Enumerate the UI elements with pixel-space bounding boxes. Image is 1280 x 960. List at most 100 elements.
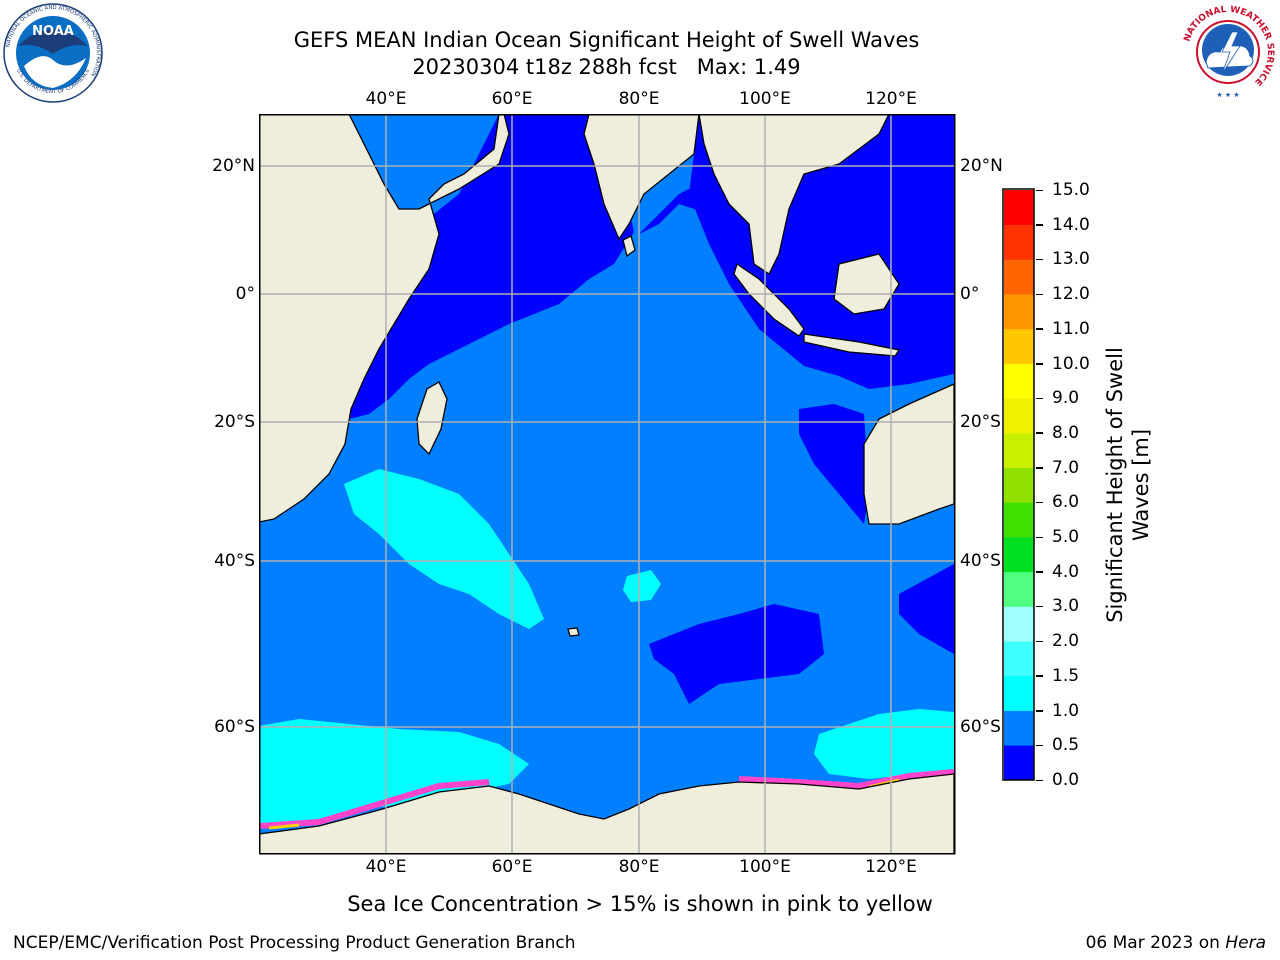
- land-madagascar: [416, 381, 448, 456]
- colorbar-segment: [1004, 606, 1034, 642]
- colorbar-segment: [1004, 641, 1034, 677]
- swell-low-southeast: [899, 564, 954, 654]
- colorbar-segment: [1004, 259, 1034, 295]
- colorbar-segment: [1004, 190, 1034, 226]
- colorbar-segment: [1004, 398, 1034, 434]
- noaa-wordmark: NOAA: [32, 24, 74, 39]
- page-subtitle: 20230304 t18z 288h fcst Max: 1.49: [412, 55, 801, 79]
- lat-label-left-20s: 20°S: [214, 412, 255, 432]
- colorbar-segment: [1004, 537, 1034, 573]
- swell-mid-patch-west: [344, 469, 544, 629]
- colorbar-tick-mark: [1036, 571, 1043, 573]
- page-title: GEFS MEAN Indian Ocean Significant Heigh…: [293, 28, 920, 52]
- land-kerguelen: [567, 627, 580, 637]
- swell-low-arabian-sea: [299, 114, 634, 424]
- footer-date: 06 Mar 2023 on Hera: [1086, 932, 1266, 954]
- land-sri-lanka: [622, 235, 636, 258]
- colorbar-tick-mark: [1036, 467, 1043, 469]
- colorbar-tick-label: 10.0: [1052, 353, 1090, 374]
- colorbar-tick-mark: [1036, 501, 1043, 504]
- footer-branch: NCEP/EMC/Verification Post Processing Pr…: [13, 933, 576, 953]
- colorbar-tick-label: 1.0: [1052, 700, 1080, 721]
- colorbar-segment: [1004, 467, 1034, 503]
- colorbar-tick-mark: [1036, 224, 1043, 226]
- lat-label-right-60s: 60°S: [960, 717, 1001, 737]
- swell-low-southern-patch: [649, 604, 824, 704]
- lon-label-top-100e: 100°E: [739, 89, 791, 109]
- lon-label-top-80e: 80°E: [618, 89, 660, 109]
- colorbar-tick-mark: [1036, 189, 1043, 191]
- colorbar-tick-label: 8.0: [1052, 422, 1080, 443]
- colorbar-segment: [1004, 710, 1034, 746]
- swell-low-west-australia: [799, 404, 869, 524]
- colorbar-segment: [1004, 745, 1034, 781]
- colorbar-tick-mark: [1036, 675, 1043, 677]
- colorbar-segment: [1004, 224, 1034, 260]
- map-frame: [259, 114, 956, 855]
- colorbar-segment: [1004, 571, 1034, 607]
- lon-label-top-40e: 40°E: [365, 89, 407, 109]
- land-india: [583, 114, 700, 241]
- colorbar-tick-label: 12.0: [1052, 284, 1090, 305]
- lon-label-top-120e: 120°E: [865, 89, 917, 109]
- colorbar-tick-mark: [1036, 744, 1043, 747]
- colorbar-tick-label: 11.0: [1052, 318, 1090, 339]
- colorbar-tick-label: 7.0: [1052, 457, 1080, 478]
- lat-label-right-40s: 40°S: [960, 551, 1001, 571]
- lon-label-bottom-60e: 60°E: [491, 857, 533, 877]
- colorbar-tick-mark: [1036, 258, 1043, 261]
- swell-mid-patch-center: [623, 570, 661, 602]
- noaa-logo: NOAA NATIONAL OCEANIC AND ATMOSPHERIC AD…: [3, 3, 103, 103]
- colorbar-tick-label: 2.0: [1052, 631, 1080, 652]
- lon-label-bottom-40e: 40°E: [365, 857, 407, 877]
- colorbar-tick-label: 13.0: [1052, 249, 1090, 270]
- svg-text:★ ★ ★: ★ ★ ★: [1216, 91, 1239, 99]
- land-southeast-asia: [698, 114, 890, 275]
- colorbar-tick-label: 15.0: [1052, 180, 1090, 200]
- sea-ice-note: Sea Ice Concentration > 15% is shown in …: [347, 892, 933, 916]
- colorbar-title-line1: Significant Height of Swell: [1103, 347, 1127, 623]
- lon-label-bottom-120e: 120°E: [865, 857, 917, 877]
- lon-label-bottom-80e: 80°E: [618, 857, 660, 877]
- colorbar-title: Significant Height of Swell Waves [m]: [1102, 347, 1154, 623]
- land-australia: [863, 383, 954, 525]
- colorbar: [1002, 188, 1035, 781]
- colorbar-segment: [1004, 363, 1034, 399]
- colorbar-tick-label: 1.5: [1052, 665, 1080, 686]
- lat-label-right-20n: 20°N: [960, 156, 1003, 176]
- colorbar-tick-mark: [1036, 328, 1043, 330]
- swell-height-map: [259, 114, 956, 855]
- colorbar-tick-label: 9.0: [1052, 388, 1080, 409]
- land-borneo: [833, 253, 900, 315]
- lat-label-right-20s: 20°S: [960, 412, 1001, 432]
- land-antarctica: [259, 773, 954, 853]
- colorbar-segment: [1004, 328, 1034, 364]
- colorbar-title-line2: Waves [m]: [1129, 428, 1153, 542]
- colorbar-tick-mark: [1036, 536, 1043, 539]
- lon-label-top-60e: 60°E: [491, 89, 533, 109]
- lat-label-left-20n: 20°N: [212, 156, 255, 176]
- lat-label-right-0: 0°: [960, 284, 980, 304]
- colorbar-tick-label: 0.5: [1052, 735, 1080, 756]
- sea-ice-edge-east: [738, 769, 954, 790]
- lat-label-left-0: 0°: [235, 284, 255, 304]
- colorbar-tick-label: 3.0: [1052, 596, 1080, 617]
- colorbar-segment: [1004, 432, 1034, 468]
- nws-logo: NATIONAL WEATHER SERVICE ★ ★ ★: [1180, 4, 1276, 100]
- lon-label-bottom-100e: 100°E: [739, 857, 791, 877]
- lat-label-left-60s: 60°S: [214, 717, 255, 737]
- colorbar-tick-mark: [1036, 605, 1043, 608]
- colorbar-tick-mark: [1036, 363, 1043, 365]
- land-africa-arabia: [259, 114, 510, 523]
- colorbar-tick-mark: [1036, 293, 1043, 296]
- sea-ice-edge-west: [259, 779, 490, 829]
- colorbar-tick-mark: [1036, 432, 1043, 434]
- colorbar-tick-label: 5.0: [1052, 527, 1080, 548]
- colorbar-segment: [1004, 294, 1034, 330]
- colorbar-tick-mark: [1036, 640, 1043, 643]
- colorbar-tick-mark: [1036, 397, 1043, 400]
- map-gridlines: [259, 114, 954, 853]
- colorbar-tick-label: 14.0: [1052, 214, 1090, 235]
- colorbar-segment: [1004, 502, 1034, 538]
- lat-label-left-40s: 40°S: [214, 551, 255, 571]
